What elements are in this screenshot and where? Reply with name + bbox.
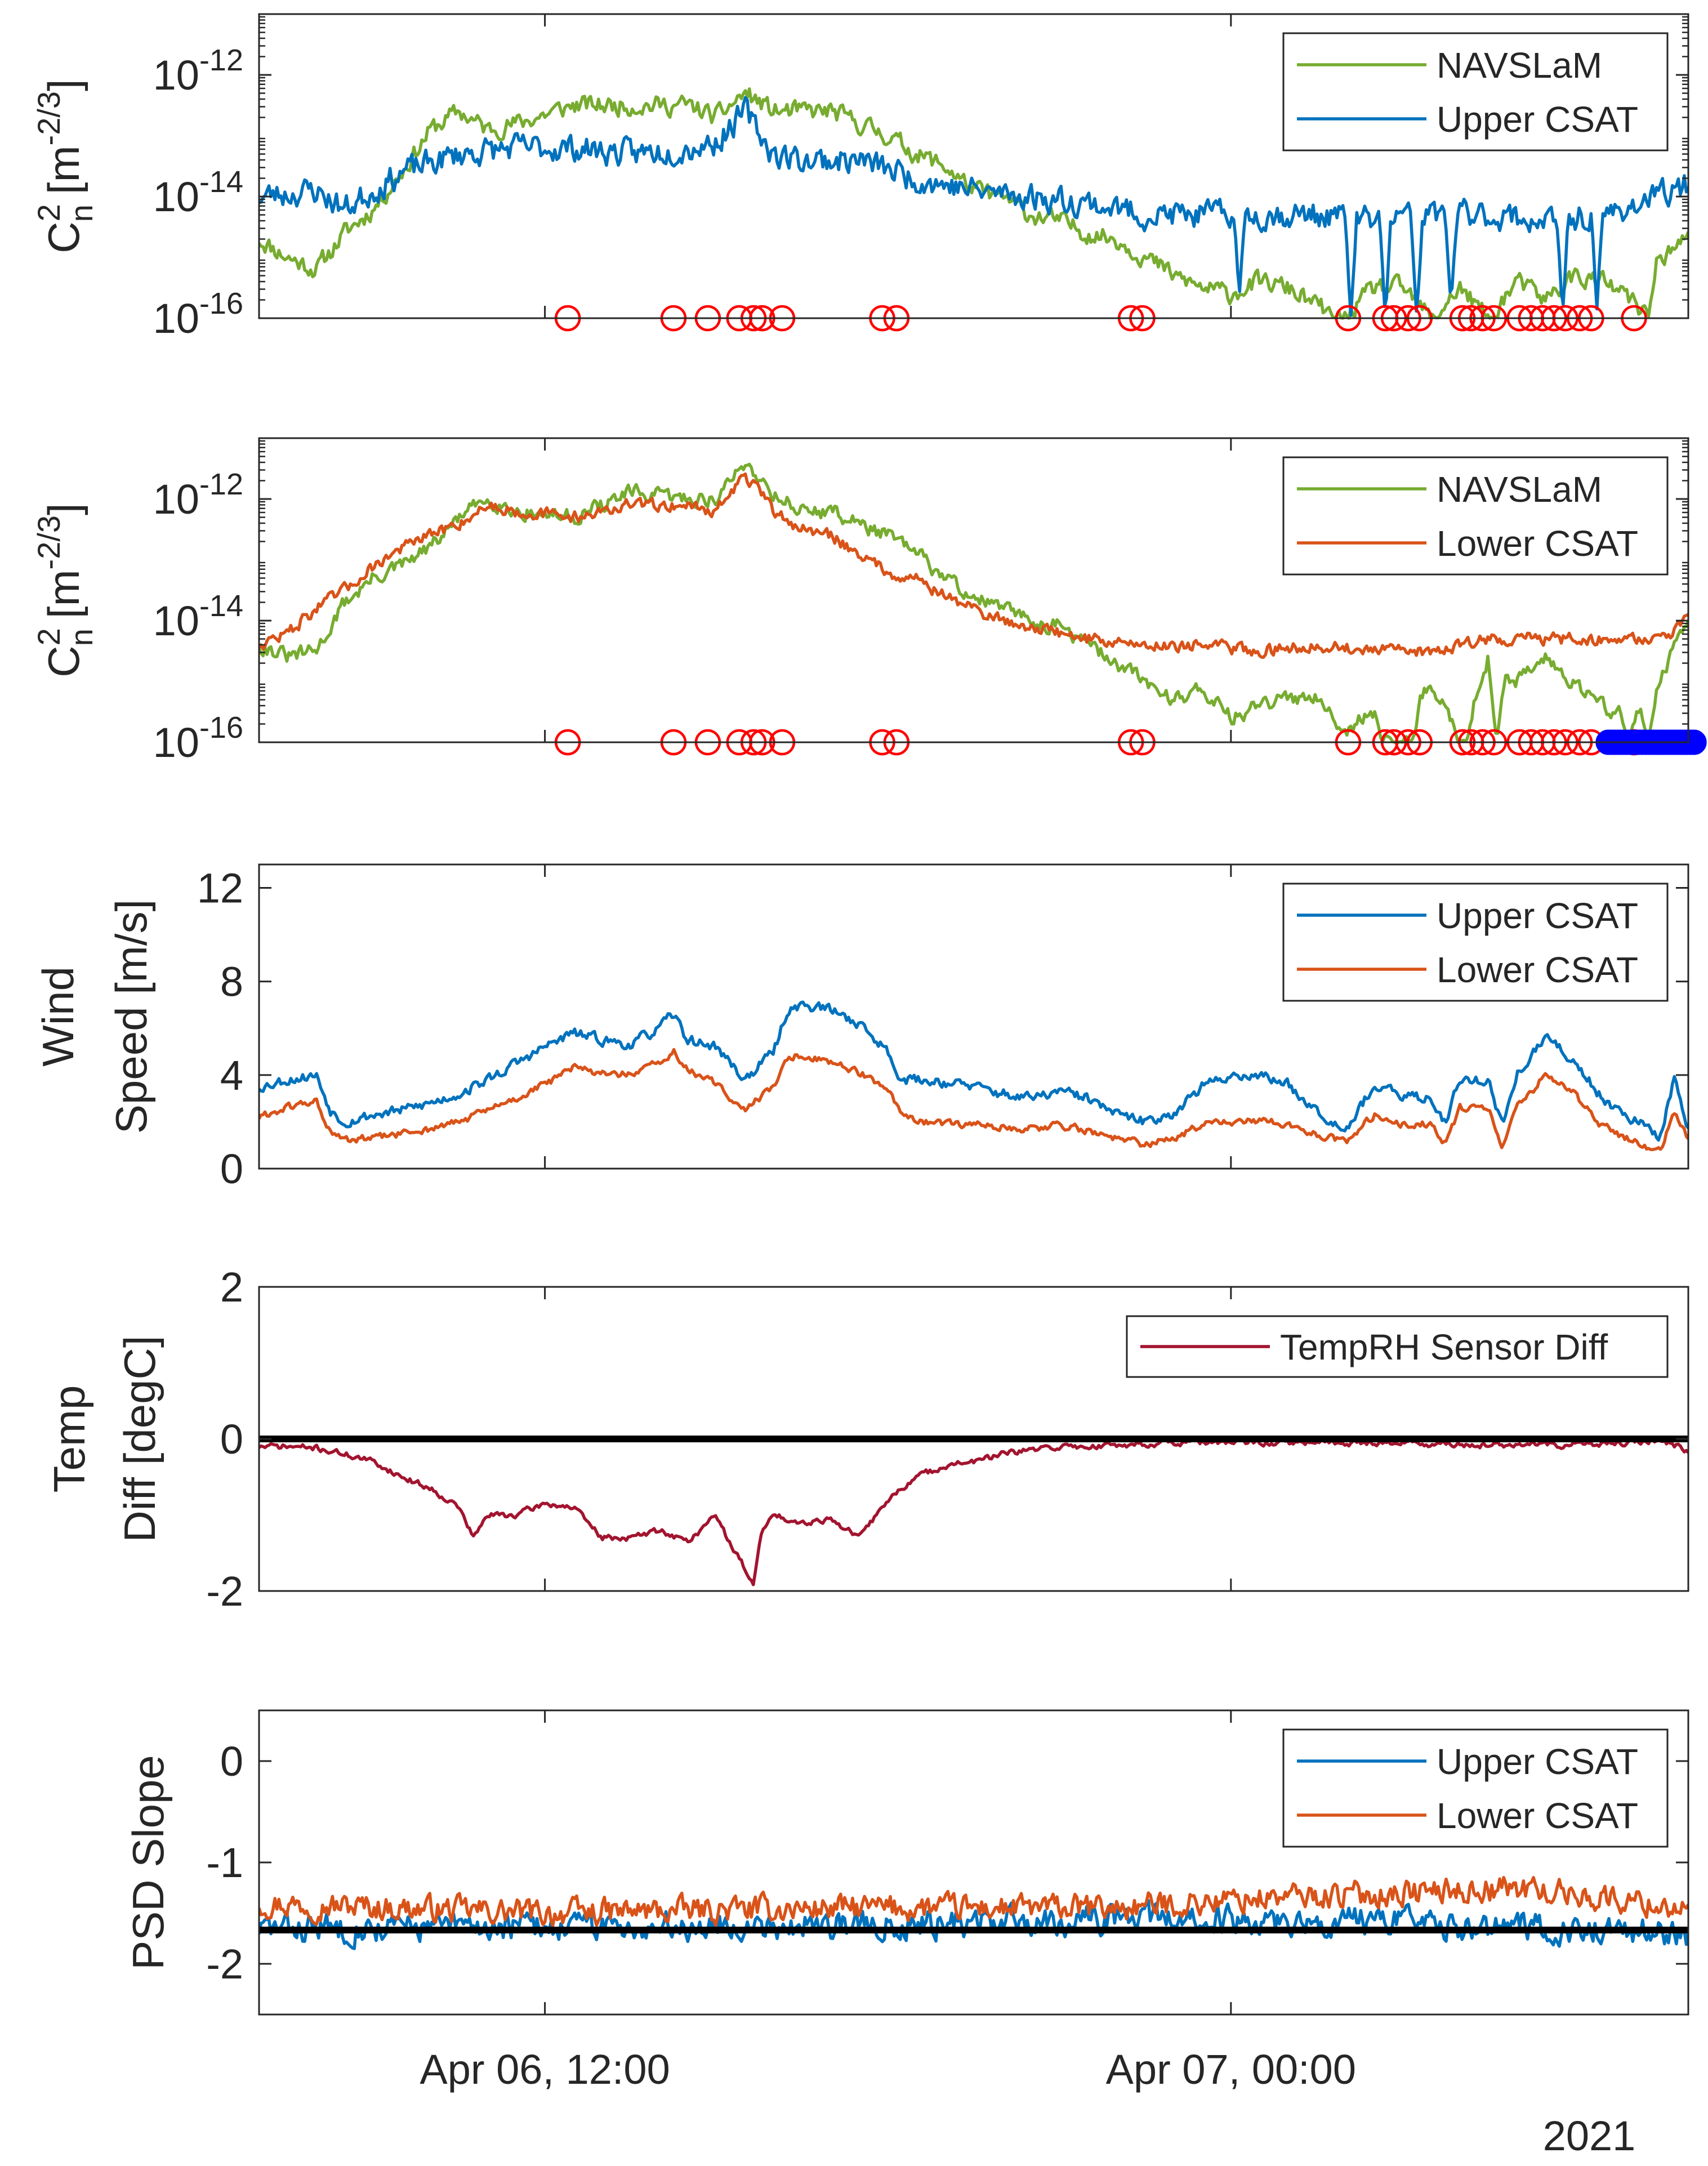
legend-label: Lower CSAT bbox=[1437, 1795, 1638, 1836]
y-tick-label: 0 bbox=[220, 1146, 243, 1192]
y-axis-label-line: Temp bbox=[44, 1385, 94, 1493]
y-tick-base: 10 bbox=[153, 476, 199, 523]
panel-temp: -2 0 2 Temp Diff [degC] TempRH Sensor Diff bbox=[44, 1264, 1689, 1615]
y-axis-label-line: Diff [degC] bbox=[115, 1335, 164, 1542]
y-axis-label-part: [m bbox=[39, 145, 88, 194]
axis-frame bbox=[258, 863, 1689, 1170]
series-group bbox=[259, 1000, 1688, 1152]
legend: TempRH Sensor Diff bbox=[1126, 1315, 1669, 1378]
y-axis-label-part: -2/3 bbox=[31, 91, 66, 146]
legend-label: Lower CSAT bbox=[1437, 950, 1638, 990]
y-tick-base: 10 bbox=[153, 295, 199, 342]
panel-psd: 0 -1 -2 PSD Slope Upper CSAT Lower CSAT bbox=[123, 1709, 1689, 2016]
series-line-lower-csat bbox=[259, 1048, 1688, 1152]
y-tick-label: -2 bbox=[206, 1568, 243, 1615]
legend-box bbox=[1282, 883, 1669, 1002]
series-line-lower-csat bbox=[259, 1875, 1688, 1927]
y-axis-label-line: Wind bbox=[33, 966, 83, 1067]
legend: Upper CSAT Lower CSAT bbox=[1282, 883, 1669, 1002]
y-tick-label: 10-16 bbox=[153, 287, 243, 342]
y-tick-base: 10 bbox=[153, 173, 199, 220]
series-group bbox=[259, 1875, 1688, 1950]
axis-frame bbox=[258, 13, 1689, 319]
y-tick-base: 10 bbox=[153, 52, 199, 99]
x-axis-labels: Apr 06, 12:00 Apr 07, 00:00 2021 bbox=[420, 2046, 1635, 2159]
y-tick-label: 10-16 bbox=[153, 711, 243, 766]
y-tick-base: 10 bbox=[153, 598, 199, 644]
series-group bbox=[259, 1437, 1688, 1586]
x-tick-label: Apr 07, 00:00 bbox=[1106, 2046, 1356, 2093]
legend: Upper CSAT Lower CSAT bbox=[1282, 1728, 1669, 1848]
y-tick-label: 0 bbox=[220, 1416, 243, 1463]
year-label: 2021 bbox=[1543, 2112, 1636, 2159]
legend-box bbox=[1282, 1728, 1669, 1848]
y-tick-label: 12 bbox=[197, 865, 243, 912]
y-tick-label: 4 bbox=[220, 1052, 243, 1099]
y-tick-exponent: -16 bbox=[199, 287, 243, 320]
y-axis-label-part: 2 bbox=[31, 628, 66, 645]
y-tick-label: -1 bbox=[206, 1839, 243, 1886]
legend-label: Upper CSAT bbox=[1437, 895, 1638, 936]
legend: NAVSLaM Lower CSAT bbox=[1282, 456, 1669, 576]
axis-frame bbox=[258, 437, 1689, 743]
y-tick-exponent: -12 bbox=[199, 467, 243, 501]
series-line-temprh-sensor-diff bbox=[259, 1437, 1688, 1586]
y-axis-label-line: Speed [m/s] bbox=[106, 899, 156, 1134]
y-axis-label-part: [m bbox=[39, 569, 88, 618]
y-axis-label-part: ] bbox=[39, 79, 88, 91]
legend-label: TempRH Sensor Diff bbox=[1280, 1327, 1608, 1367]
y-axis-label-part: ] bbox=[39, 503, 88, 515]
series-line-upper-csat bbox=[259, 1899, 1688, 1950]
y-tick-exponent: -14 bbox=[199, 165, 243, 199]
y-tick-label: 10-12 bbox=[153, 43, 243, 99]
legend-label: Lower CSAT bbox=[1437, 523, 1638, 564]
series-group bbox=[259, 462, 1688, 744]
legend-label: Upper CSAT bbox=[1437, 99, 1638, 140]
y-axis-label-part: -2/3 bbox=[31, 515, 66, 570]
y-tick-label: 0 bbox=[220, 1738, 243, 1785]
y-axis-label-part: 2 bbox=[31, 204, 66, 221]
legend-label: NAVSLaM bbox=[1437, 469, 1602, 510]
y-axis-label-part: n bbox=[64, 204, 99, 222]
y-axis-label-part: C bbox=[39, 221, 88, 253]
y-axis-label: C2n [m-2/3] bbox=[31, 503, 99, 677]
y-tick-label: 2 bbox=[220, 1264, 243, 1311]
series-group bbox=[259, 87, 1688, 320]
y-axis-label-part: C bbox=[39, 645, 88, 677]
y-tick-exponent: -16 bbox=[199, 711, 243, 745]
legend-box bbox=[1282, 32, 1669, 151]
legend: NAVSLaM Upper CSAT bbox=[1282, 32, 1669, 151]
y-tick-label: -2 bbox=[206, 1941, 243, 1987]
y-tick-exponent: -14 bbox=[199, 589, 243, 623]
y-axis-label-part: n bbox=[64, 629, 99, 646]
y-axis-label: PSD Slope bbox=[123, 1755, 173, 1970]
series-line-navslam bbox=[259, 462, 1688, 744]
y-tick-exponent: -12 bbox=[199, 43, 243, 77]
legend-label: NAVSLaM bbox=[1437, 45, 1602, 86]
y-tick-base: 10 bbox=[153, 719, 199, 766]
legend-box bbox=[1282, 456, 1669, 576]
panel-wind: 0 4 8 12 Wind Speed [m/s] Upper CSAT Lower CSAT bbox=[33, 863, 1689, 1192]
x-tick-label: Apr 06, 12:00 bbox=[420, 2046, 670, 2093]
y-axis-label: C2n [m-2/3] bbox=[31, 79, 99, 253]
legend-label: Upper CSAT bbox=[1437, 1741, 1638, 1782]
y-tick-label: 10-14 bbox=[153, 165, 243, 220]
series-line-lower-csat bbox=[259, 472, 1688, 659]
y-tick-label: 8 bbox=[220, 959, 243, 1005]
series-line-upper-csat bbox=[259, 1000, 1688, 1142]
y-tick-label: 10-12 bbox=[153, 467, 243, 523]
y-tick-label: 10-14 bbox=[153, 589, 243, 644]
series-line-upper-csat bbox=[259, 96, 1688, 317]
